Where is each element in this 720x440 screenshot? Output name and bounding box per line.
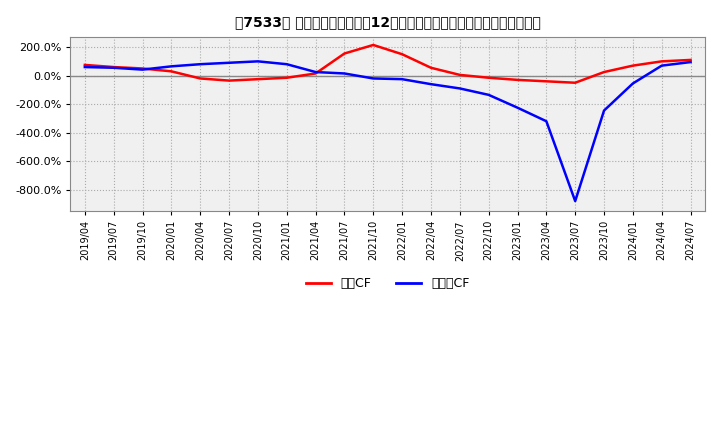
フリーCF xyxy=(398,77,407,82)
フリーCF xyxy=(600,108,608,113)
営業CF xyxy=(167,69,176,74)
フリーCF xyxy=(571,198,580,204)
営業CF xyxy=(225,78,233,83)
営業CF xyxy=(398,51,407,57)
営業CF xyxy=(686,57,695,62)
営業CF xyxy=(253,77,262,82)
フリーCF xyxy=(282,62,291,67)
フリーCF xyxy=(253,59,262,64)
営業CF xyxy=(196,76,204,81)
フリーCF xyxy=(369,76,377,81)
営業CF xyxy=(138,66,147,71)
営業CF xyxy=(542,79,551,84)
営業CF xyxy=(81,62,89,68)
フリーCF xyxy=(686,59,695,65)
フリーCF xyxy=(485,92,493,98)
営業CF xyxy=(340,51,348,56)
フリーCF xyxy=(657,63,666,68)
フリーCF xyxy=(138,67,147,72)
営業CF xyxy=(109,64,118,70)
フリーCF xyxy=(340,71,348,76)
フリーCF xyxy=(513,105,522,110)
Line: フリーCF: フリーCF xyxy=(85,61,690,201)
フリーCF xyxy=(311,70,320,75)
営業CF xyxy=(456,72,464,77)
フリーCF xyxy=(167,64,176,69)
フリーCF xyxy=(225,60,233,66)
Legend: 営業CF, フリーCF: 営業CF, フリーCF xyxy=(300,272,474,295)
営業CF xyxy=(369,42,377,48)
フリーCF xyxy=(456,86,464,91)
営業CF xyxy=(600,70,608,75)
営業CF xyxy=(427,65,436,70)
営業CF xyxy=(629,63,637,68)
営業CF xyxy=(657,59,666,64)
営業CF xyxy=(571,80,580,85)
フリーCF xyxy=(81,64,89,70)
フリーCF xyxy=(109,65,118,70)
営業CF xyxy=(282,75,291,81)
フリーCF xyxy=(542,119,551,124)
営業CF xyxy=(513,77,522,83)
フリーCF xyxy=(196,62,204,67)
営業CF xyxy=(311,71,320,76)
Title: 　7533、 キャッシュフローの12か月移動合計の対前年同期増減率の推移: 7533、 キャッシュフローの12か月移動合計の対前年同期増減率の推移 xyxy=(235,15,541,29)
Line: 営業CF: 営業CF xyxy=(85,45,690,83)
フリーCF xyxy=(629,81,637,86)
営業CF xyxy=(485,75,493,81)
フリーCF xyxy=(427,81,436,87)
